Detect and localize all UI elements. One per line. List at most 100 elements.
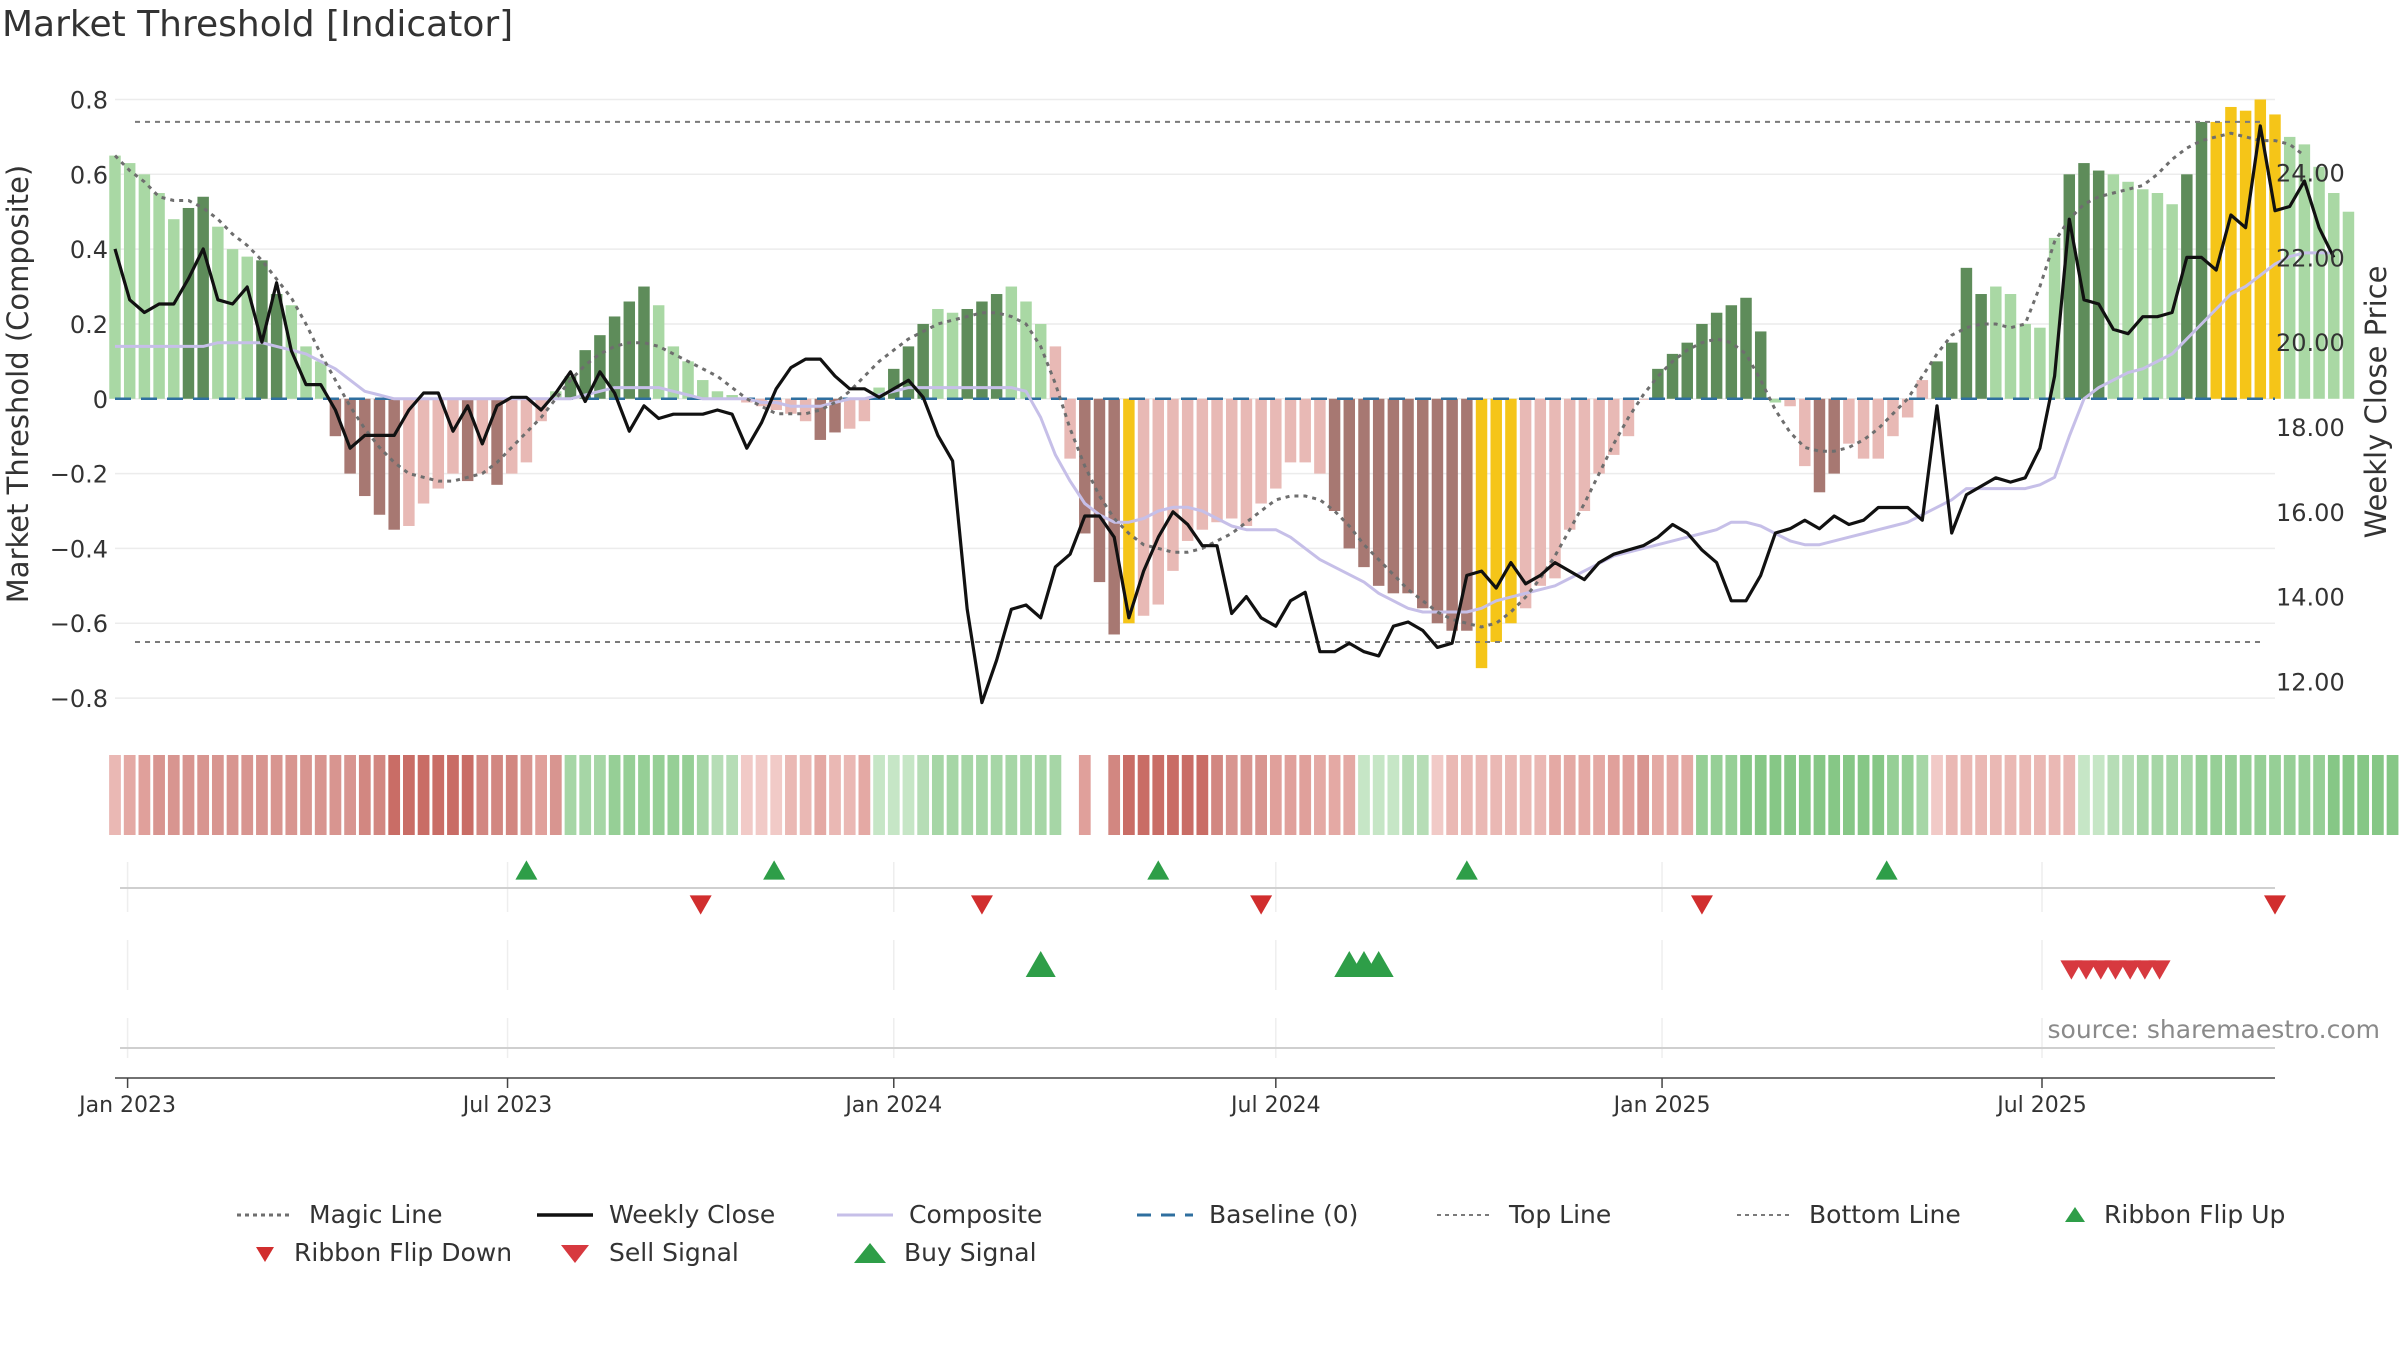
x-axis: Jan 2023 Jul 2023 Jan 2024 Jul 2024 Jan 2025…: [77, 1077, 2275, 1118]
composite-bar: [2137, 189, 2149, 399]
composite-bar: [726, 395, 738, 399]
ribbon-cell: [344, 755, 356, 835]
composite-bar: [226, 249, 239, 399]
ribbon-cell: [1534, 755, 1547, 835]
ribbon-flip-up-marker: [515, 860, 538, 880]
left-tick-label: 0.4: [70, 236, 108, 264]
ribbon-cell: [652, 755, 665, 835]
composite-bar: [1652, 368, 1664, 399]
left-axis-label: Market Threshold (Composite): [1, 165, 35, 603]
sell-signal-marker: [2075, 960, 2098, 980]
legend-swatch: [854, 1242, 886, 1263]
ribbon-cell: [1460, 755, 1473, 835]
ribbon-cell: [814, 755, 827, 835]
ribbon-cell: [946, 755, 959, 835]
ribbon-cell: [667, 755, 680, 835]
composite-bar: [1123, 398, 1135, 624]
ribbon-cell: [197, 755, 210, 835]
composite-bar: [1461, 398, 1473, 631]
ribbon-cell: [2151, 755, 2164, 835]
composite-bar: [2122, 181, 2134, 399]
ribbon-cell: [990, 755, 1003, 835]
composite-bar: [976, 301, 988, 399]
composite-bar: [2254, 99, 2267, 399]
composite-bar: [667, 346, 680, 399]
chart-title: Market Threshold [Indicator]: [2, 4, 514, 45]
ribbon-cell: [711, 755, 724, 835]
ribbon-cell: [1358, 755, 1370, 835]
ribbon-cell: [153, 755, 165, 835]
sell-signal-marker: [2133, 960, 2156, 980]
composite-bar: [2181, 174, 2193, 399]
legend-label: Ribbon Flip Down: [294, 1238, 513, 1267]
ribbon-cell: [2034, 755, 2046, 835]
ribbon-cell: [1578, 755, 1591, 835]
ribbon-cell: [1666, 755, 1679, 835]
x-tick-label: Jan 2023: [77, 1093, 176, 1118]
composite-bar: [432, 398, 444, 489]
legend-item: Sell Signal: [555, 1238, 739, 1267]
composite-bar: [652, 305, 665, 399]
composite-bars: [109, 99, 2355, 669]
composite-bar: [1358, 398, 1370, 568]
ribbon-cell: [1843, 755, 1855, 835]
composite-bar: [1931, 361, 1943, 399]
ribbon-cell: [1696, 755, 1708, 835]
composite-bar: [1754, 331, 1767, 399]
ribbon-cell: [829, 755, 841, 835]
composite-bar: [1549, 398, 1561, 579]
ribbon-cell: [270, 755, 283, 835]
ribbon-cell: [300, 755, 312, 835]
composite-bar: [799, 398, 812, 422]
ribbon-cell: [2327, 755, 2340, 835]
ribbon-cell: [461, 755, 474, 835]
legend-item: Baseline (0): [1135, 1200, 1358, 1229]
buy-signal-marker: [1025, 950, 1056, 978]
composite-bar: [1417, 398, 1429, 609]
right-tick-label: 20.00: [2276, 329, 2345, 357]
left-tick-label: 0.8: [70, 86, 108, 114]
composite-bar: [1799, 398, 1811, 467]
ribbon-cell: [1108, 755, 1121, 835]
composite-bar: [579, 350, 591, 399]
composite-bar: [623, 301, 636, 399]
composite-bar: [1240, 398, 1253, 526]
ribbon-cell: [1196, 755, 1209, 835]
ribbon-cell: [2254, 755, 2267, 835]
sell-signal-marker: [2119, 960, 2142, 980]
ribbon-cell: [1813, 755, 1826, 835]
composite-bar: [843, 398, 856, 429]
ribbon-cell: [1240, 755, 1253, 835]
composite-bar: [1901, 398, 1914, 418]
composite-bar: [2269, 114, 2281, 399]
ribbon-cell: [755, 755, 768, 835]
ribbon-flip-up-marker: [1875, 860, 1898, 880]
ribbon-cell: [2078, 755, 2090, 835]
legend-label: Baseline (0): [1209, 1200, 1359, 1229]
composite-bar: [638, 286, 650, 399]
ribbon-cell: [1637, 755, 1650, 835]
ribbon-cell: [608, 755, 621, 835]
composite-bar: [1843, 398, 1855, 444]
legend-label: Magic Line: [309, 1200, 443, 1229]
composite-bar: [1593, 398, 1605, 474]
composite-bar: [1226, 398, 1238, 519]
x-tick-label: Jul 2025: [1995, 1093, 2087, 1118]
composite-bar: [2019, 323, 2031, 399]
ribbon-cell: [1431, 755, 1444, 835]
ribbon-cell: [1490, 755, 1503, 835]
composite-bar: [2342, 211, 2355, 399]
composite-bar: [153, 193, 165, 399]
ribbon-cell: [1563, 755, 1576, 835]
ribbon-strip: [109, 755, 2399, 835]
composite-bar: [2166, 204, 2178, 399]
legend-item: Ribbon Flip Down: [250, 1238, 512, 1267]
ribbon-cell: [902, 755, 915, 835]
composite-bar: [256, 260, 268, 399]
composite-bar: [1813, 398, 1826, 493]
ribbon-cell: [1093, 755, 1106, 835]
composite-bar: [417, 398, 430, 504]
composite-bar: [888, 368, 900, 399]
legend-swatch: [256, 1246, 274, 1262]
ribbon-cell: [1211, 755, 1223, 835]
